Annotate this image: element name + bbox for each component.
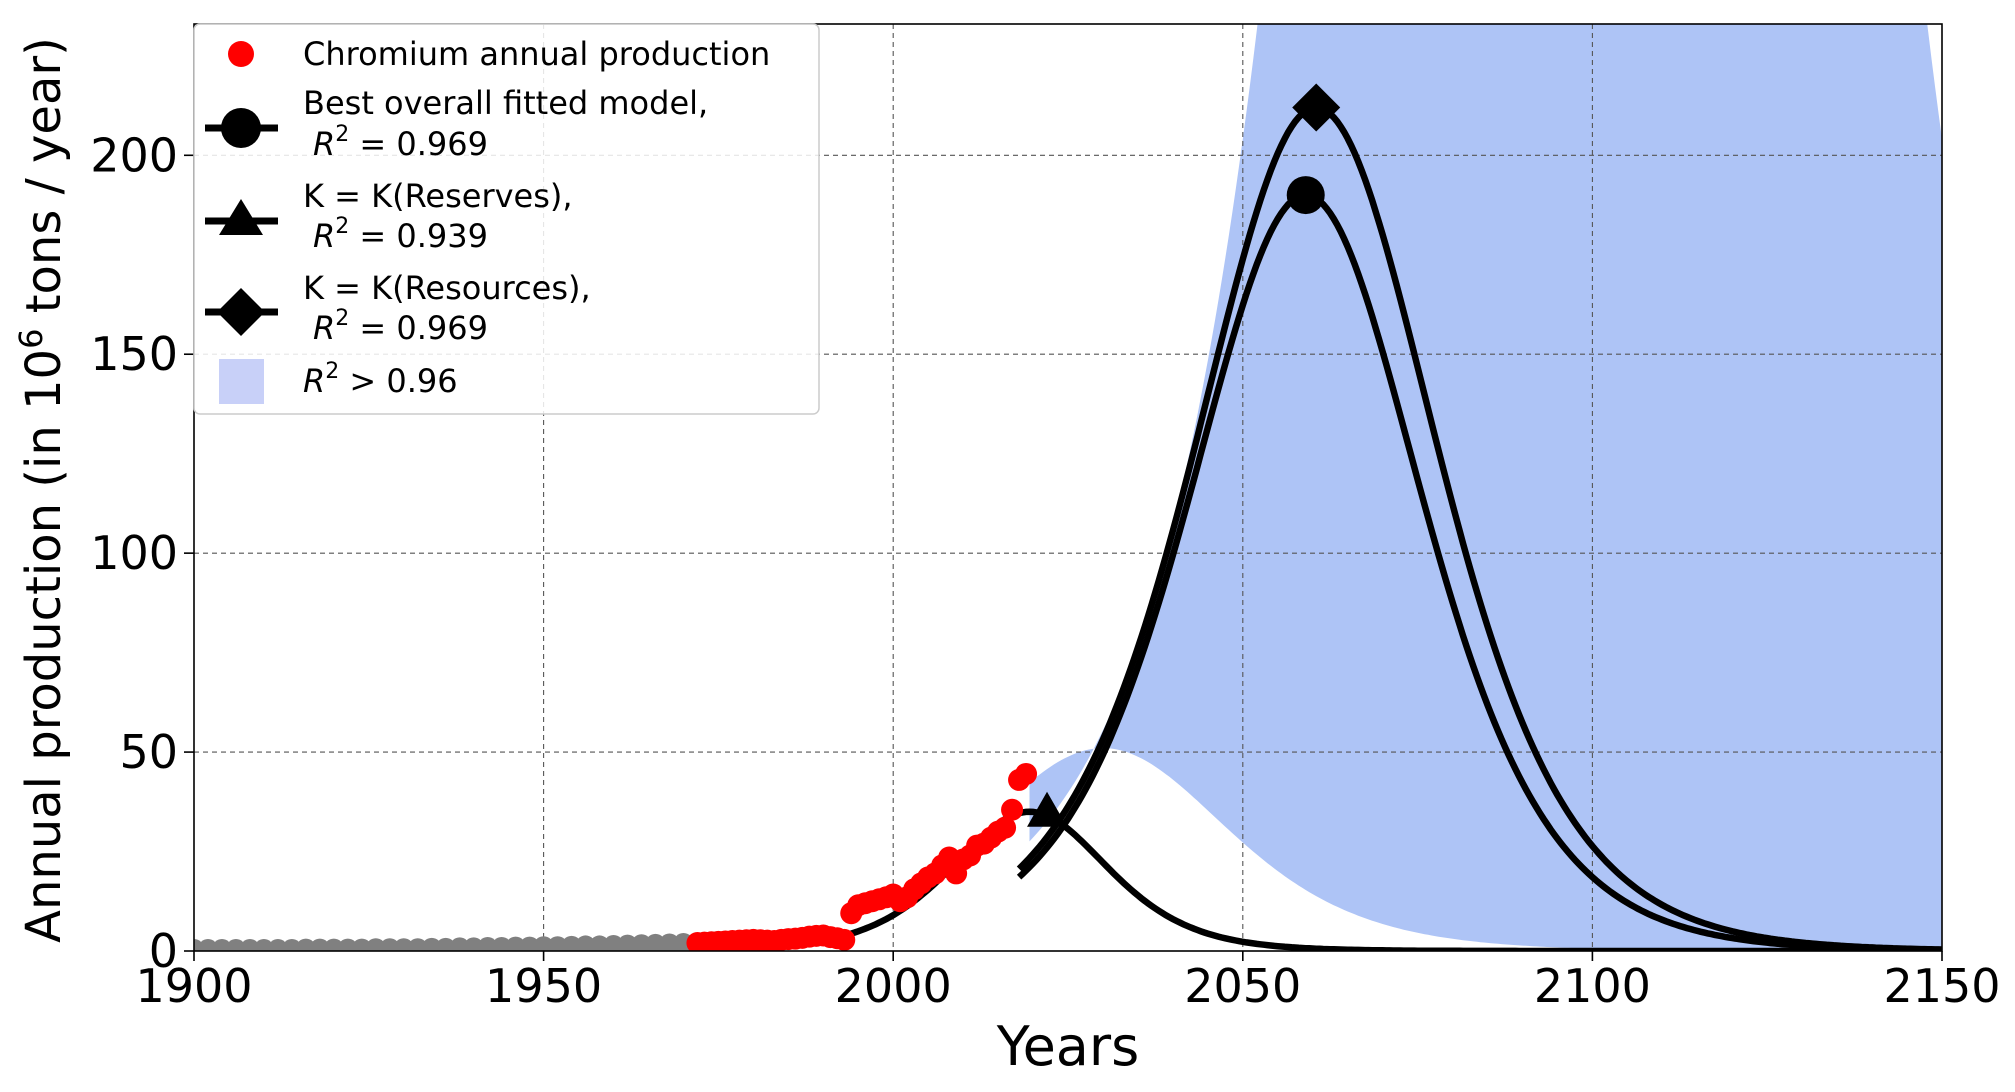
x-tick-label: 2050: [1184, 959, 1301, 1013]
curve-best-model: [1016, 191, 1942, 951]
legend-best-label: Best overall fitted model,: [303, 84, 708, 122]
x-tick-label: 2000: [835, 959, 952, 1013]
legend-best-r2-value: = 0.969: [349, 125, 488, 163]
legend-resources-r2-sup: 2: [335, 306, 349, 331]
y-axis-ticks: 0 50 100 150 200: [90, 128, 194, 978]
legend-resources-r2-value: = 0.969: [349, 309, 488, 347]
plot-frame: [193, 23, 1943, 952]
peak-marker-resources: [1292, 83, 1341, 132]
production-points: [194, 762, 1038, 951]
legend-band-sup: 2: [325, 359, 339, 384]
y-tick-label: 200: [90, 128, 178, 182]
legend-best-r2: R2 = 0.969: [313, 122, 488, 163]
legend-reserves-r2-r: R: [313, 217, 335, 255]
peak-markers: [1027, 83, 1341, 827]
legend-box: [193, 23, 820, 415]
x-tick-label: 2100: [1534, 959, 1651, 1013]
peak-marker-reserves: [1027, 791, 1068, 827]
production-point: [833, 928, 856, 951]
legend-reserves-r2-sup: 2: [335, 214, 349, 239]
legend-reserves-marker: [219, 199, 263, 235]
plot-area: [194, 24, 1942, 951]
production-point: [994, 816, 1017, 839]
legend-reserves-r2: R2 = 0.939: [313, 214, 488, 255]
legend-reserves-label: K = K(Reserves),: [303, 177, 573, 215]
legend-best-r2-r: R: [313, 125, 335, 163]
legend: Chromium annual production Best overall …: [193, 23, 820, 415]
legend-band-label: R2 > 0.96: [303, 359, 458, 400]
legend-resources-r2: R2 = 0.969: [313, 306, 488, 347]
legend-band-value: > 0.96: [339, 362, 457, 400]
y-tick-label: 50: [119, 725, 178, 779]
legend-reserves-r2-value: = 0.939: [349, 217, 488, 255]
x-tick-label: 1950: [485, 959, 602, 1013]
y-tick-label: 0: [149, 924, 178, 978]
x-tick-label: 1900: [135, 959, 252, 1013]
y-axis-title-sup: 6: [12, 329, 50, 349]
legend-production-marker: [228, 41, 254, 67]
peak-marker-best: [1286, 176, 1325, 215]
x-tick-label: 2150: [1883, 959, 2000, 1013]
y-axis-title-suffix: tons / year): [16, 37, 72, 328]
x-axis-title: Years: [996, 1015, 1139, 1078]
y-axis-title-prefix: Annual production (in 10: [16, 349, 72, 943]
legend-production-label: Chromium annual production: [303, 35, 770, 73]
legend-best-r2-sup: 2: [335, 122, 349, 147]
legend-resources-marker: [217, 288, 265, 336]
legend-band-r: R: [303, 362, 325, 400]
y-tick-label: 150: [90, 327, 178, 381]
curve-resources: [1016, 104, 1942, 951]
y-tick-label: 100: [90, 526, 178, 580]
production-point: [1015, 762, 1038, 785]
y-axis-title: Annual production (in 106 tons / year): [12, 37, 72, 943]
production-point: [1001, 798, 1024, 821]
x-axis-ticks: 1900 1950 2000 2050 2100 2150: [135, 951, 2001, 1013]
legend-best-marker: [221, 108, 261, 148]
legend-resources-r2-r: R: [313, 309, 335, 347]
legend-band-swatch: [219, 359, 264, 404]
legend-resources-label: K = K(Resources),: [303, 269, 591, 307]
